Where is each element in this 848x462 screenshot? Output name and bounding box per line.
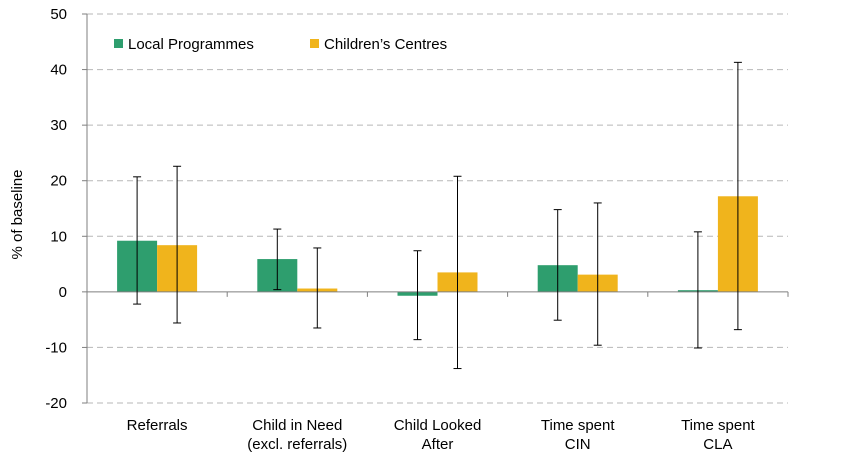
legend-label: Local Programmes (128, 36, 254, 53)
y-tick-label: 40 (50, 62, 67, 79)
category-label: Time spent CLA (681, 417, 755, 453)
legend-label: Children’s Centres (324, 36, 447, 53)
y-axis-title: % of baseline (9, 169, 26, 259)
legend-swatch (310, 39, 319, 48)
category-label: Child in Need (excl. referrals) (247, 417, 347, 453)
category-label-line: After (422, 436, 454, 453)
y-tick-label: 10 (50, 228, 67, 245)
category-label: Referrals (127, 417, 188, 434)
category-label-line: CLA (703, 436, 732, 453)
category-label-line: Referrals (127, 417, 188, 434)
y-tick-label: -10 (45, 339, 67, 356)
y-tick-label: 0 (59, 284, 67, 301)
y-tick-label: 20 (50, 173, 67, 190)
category-label-line: Child in Need (252, 417, 342, 434)
gridlines (87, 13, 788, 404)
category-label: Child Looked After (394, 417, 482, 453)
category-label-line: (excl. referrals) (247, 436, 347, 453)
legend: Local Programmes Children’s Centres (114, 36, 447, 53)
category-label-line: Child Looked (394, 417, 482, 434)
labels: -20 -10 0 10 20 30 40 50 Referrals Child in Need (… (9, 6, 756, 453)
category-label-line: CIN (565, 436, 591, 453)
y-tick-label: 50 (50, 6, 67, 23)
y-tick-label: -20 (45, 395, 67, 412)
bars (117, 196, 758, 296)
category-label-line: Time spent (541, 417, 615, 434)
legend-swatch (114, 39, 123, 48)
y-tick-label: 30 (50, 117, 67, 134)
category-label-line: Time spent (681, 417, 755, 434)
category-label: Time spent CIN (541, 417, 615, 453)
axes (82, 13, 789, 404)
error-bars (133, 61, 742, 370)
